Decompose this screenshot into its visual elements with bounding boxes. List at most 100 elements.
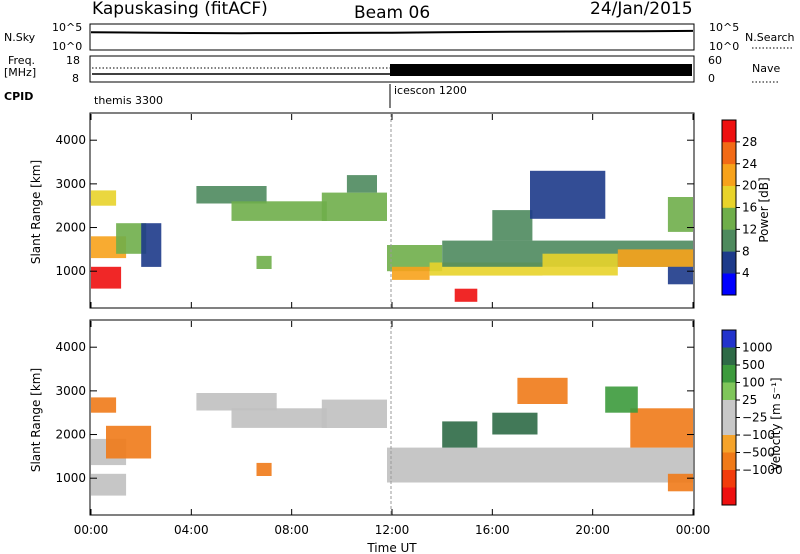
power-colorbar-swatch-1 xyxy=(722,251,736,274)
x-tick-label-0: 00:00 xyxy=(74,523,109,537)
velocity-ylabel: Slant Range [km] xyxy=(29,368,43,472)
velocity-yticks-label-0: 1000 xyxy=(55,471,86,485)
power-cblabel-5: 24 xyxy=(742,157,757,171)
velocity-yticks: 1000 2000 3000 4000 xyxy=(55,340,694,485)
noise-left-tick-top: 10^5 xyxy=(52,21,82,34)
power-cblabel-3: 16 xyxy=(742,201,757,215)
x-tick-label-3: 12:00 xyxy=(375,523,410,537)
noise-left-label: N.Sky xyxy=(4,31,36,44)
power-cells-cell-2 xyxy=(91,190,117,206)
nave-label: Nave xyxy=(752,62,780,75)
power-yticks: 1000 2000 3000 4000 xyxy=(55,133,694,278)
power-cells-cell-18 xyxy=(667,266,693,285)
power-cblabel-6: 28 xyxy=(742,135,757,149)
velocity-cblabel-1: 500 xyxy=(742,358,765,372)
nave-dense-block xyxy=(390,64,692,76)
velocity-cells-cell-3 xyxy=(91,397,117,413)
power-cells-cell-7 xyxy=(256,255,272,269)
noise-right-tick-top: 10^5 xyxy=(709,21,739,34)
power-cells-cell-20 xyxy=(530,170,606,219)
velocity-colorbar-swatch-8 xyxy=(722,470,736,488)
power-cells-cell-17 xyxy=(617,249,694,267)
power-cells-cell-15 xyxy=(492,210,533,241)
power-cblabel-1: 8 xyxy=(742,244,750,258)
velocity-panel-frame xyxy=(89,319,695,516)
power-colorbar-swatch-4 xyxy=(722,185,736,208)
velocity-cells-cell-4 xyxy=(196,393,277,411)
freq-left-tick-bottom: 8 xyxy=(72,72,79,85)
power-colorbar-title: Power [dB] xyxy=(757,177,771,242)
velocity-cells-cell-0 xyxy=(91,473,127,496)
velocity-colorbar-title: Velocity [m s⁻¹] xyxy=(769,377,783,470)
noise-panel-frame xyxy=(89,23,695,51)
noise-right-tick-bottom: 10^0 xyxy=(709,40,739,53)
power-cblabel-0: 4 xyxy=(742,266,750,280)
x-tick-label-2: 08:00 xyxy=(274,523,309,537)
x-tick-label-1: 04:00 xyxy=(174,523,209,537)
freq-label-line1: Freq. xyxy=(8,54,35,67)
velocity-colorbar-swatch-7 xyxy=(722,452,736,471)
cpid-segment-2: icescon 1200 xyxy=(394,84,467,97)
velocity-yticks-label-2: 3000 xyxy=(55,384,86,398)
power-yticks-label-0: 1000 xyxy=(55,264,86,278)
nave-right-tick-top: 60 xyxy=(708,54,722,67)
velocity-cells-cell-8 xyxy=(387,447,693,483)
noise-right-label: N.Search xyxy=(745,31,795,44)
date-title: 24/Jan/2015 xyxy=(590,0,693,19)
beam-title: Beam 06 xyxy=(354,3,430,23)
x-tick-label-4: 16:00 xyxy=(475,523,510,537)
velocity-yticks-label-3: 4000 xyxy=(55,340,86,354)
velocity-cells-cell-9 xyxy=(442,421,478,448)
power-cells-cell-0 xyxy=(91,266,122,289)
velocity-yticks-label-1: 2000 xyxy=(55,428,86,442)
velocity-cblabel-3: 25 xyxy=(742,393,757,407)
cpid-label: CPID xyxy=(4,90,33,103)
x-axis-ticks: 00:00 04:00 08:00 12:00 16:00 20:00 00:00 xyxy=(74,114,711,537)
velocity-colorbar-swatch-5 xyxy=(722,417,736,436)
velocity-cblabel-2: 100 xyxy=(742,376,765,390)
velocity-cells-cell-11 xyxy=(630,408,693,448)
x-tick-label-6: 00:00 xyxy=(676,523,711,537)
velocity-colorbar-swatch-1 xyxy=(722,347,736,366)
power-cells-cell-11 xyxy=(392,266,430,280)
velocity-cblabel-5: −100 xyxy=(742,428,775,442)
velocity-colorbar-swatch-4 xyxy=(722,400,736,418)
power-ylabel: Slant Range [km] xyxy=(29,160,43,264)
power-colorbar-swatch-7 xyxy=(722,120,736,143)
velocity-cblabel-6: −500 xyxy=(742,446,775,460)
velocity-cells-cell-10 xyxy=(492,412,538,435)
velocity-colorbar: 1000 500 100 25 −25 −100 −500 −1000 xyxy=(721,329,783,506)
velocity-cells-cell-5 xyxy=(231,408,327,428)
power-colorbar-swatch-6 xyxy=(722,141,736,165)
power-cells-cell-5 xyxy=(196,186,267,204)
power-cells-cell-8 xyxy=(321,192,387,221)
power-yticks-label-2: 3000 xyxy=(55,177,86,191)
x-tick-label-5: 20:00 xyxy=(575,523,610,537)
noise-trace xyxy=(90,29,694,35)
velocity-cells-cell-6 xyxy=(256,462,272,476)
station-title: Kapuskasing (fitACF) xyxy=(92,0,268,19)
velocity-cells-cell-14 xyxy=(517,377,568,404)
velocity-cells-cell-2 xyxy=(106,425,152,459)
velocity-cells-cell-13 xyxy=(605,386,638,413)
velocity-colorbar-swatch-3 xyxy=(722,382,736,401)
power-cells-cell-6 xyxy=(231,201,327,221)
power-colorbar: 4 8 12 16 20 24 28 xyxy=(721,119,757,296)
noise-series-line xyxy=(90,29,694,35)
power-cells-cell-19 xyxy=(667,197,693,232)
velocity-cblabel-7: −1000 xyxy=(742,463,783,477)
velocity-colorbar-swatch-0 xyxy=(722,330,736,348)
velocity-colorbar-swatch-2 xyxy=(722,365,736,383)
power-colorbar-swatch-3 xyxy=(722,207,736,230)
velocity-cells-cell-12 xyxy=(667,473,693,492)
noise-left-tick-bottom: 10^0 xyxy=(52,40,82,53)
power-cells-cell-9 xyxy=(346,175,377,193)
velocity-heatmap xyxy=(91,377,693,496)
power-cells-cell-14 xyxy=(454,288,478,302)
power-cells-cell-3 xyxy=(116,223,147,254)
freq-label-line2: [MHz] xyxy=(4,66,36,79)
freq-left-tick-top: 18 xyxy=(66,54,80,67)
power-colorbar-swatch-5 xyxy=(722,163,736,186)
velocity-cells-cell-7 xyxy=(321,399,387,428)
